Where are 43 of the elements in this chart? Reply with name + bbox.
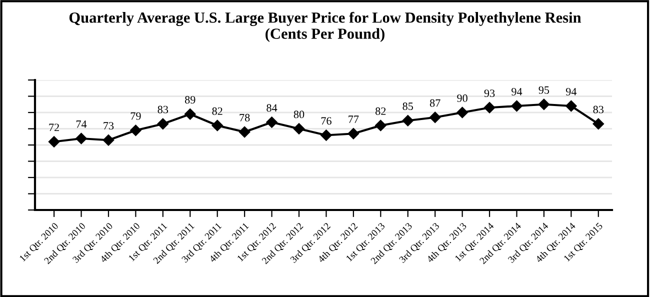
point xyxy=(266,116,278,128)
data-label: 78 xyxy=(240,114,250,122)
data-label: 80 xyxy=(294,110,304,118)
data-label: 85 xyxy=(402,102,413,110)
data-label: 72 xyxy=(49,124,59,132)
point xyxy=(320,130,332,141)
data-label: 79 xyxy=(130,112,141,120)
point xyxy=(184,108,196,120)
point xyxy=(238,126,250,138)
data-label: 90 xyxy=(457,94,468,102)
point xyxy=(538,98,550,110)
data-label: 94 xyxy=(512,88,522,96)
point xyxy=(212,120,223,132)
point xyxy=(592,118,604,130)
data-label: 77 xyxy=(348,116,359,123)
point xyxy=(456,106,468,118)
data-label: 83 xyxy=(593,106,604,114)
data-label: 83 xyxy=(158,106,168,114)
data-label: 95 xyxy=(538,86,550,94)
data-label: 76 xyxy=(321,117,332,125)
data-label: 74 xyxy=(76,120,87,128)
point xyxy=(375,120,386,132)
data-label: 84 xyxy=(266,104,278,112)
point xyxy=(48,136,60,148)
point xyxy=(102,134,114,146)
data-label: 89 xyxy=(185,96,196,104)
point xyxy=(402,115,414,126)
data-label: 82 xyxy=(376,107,386,115)
data-label: 87 xyxy=(430,99,440,107)
data-label: 93 xyxy=(484,90,495,98)
point xyxy=(484,102,496,114)
point xyxy=(76,132,87,144)
data-label: 82 xyxy=(212,107,222,115)
point xyxy=(511,100,522,112)
point xyxy=(566,100,577,112)
point xyxy=(130,124,142,136)
data-label: 73 xyxy=(104,122,114,130)
point xyxy=(348,128,360,140)
data-label: 94 xyxy=(566,88,577,96)
chart-title: Quarterly Average U.S. Large Buyer Price for Low Density Polyethylene Resin (Cents Per Pound) xyxy=(69,12,582,42)
point xyxy=(293,123,305,134)
point xyxy=(429,112,441,123)
point xyxy=(157,118,169,130)
